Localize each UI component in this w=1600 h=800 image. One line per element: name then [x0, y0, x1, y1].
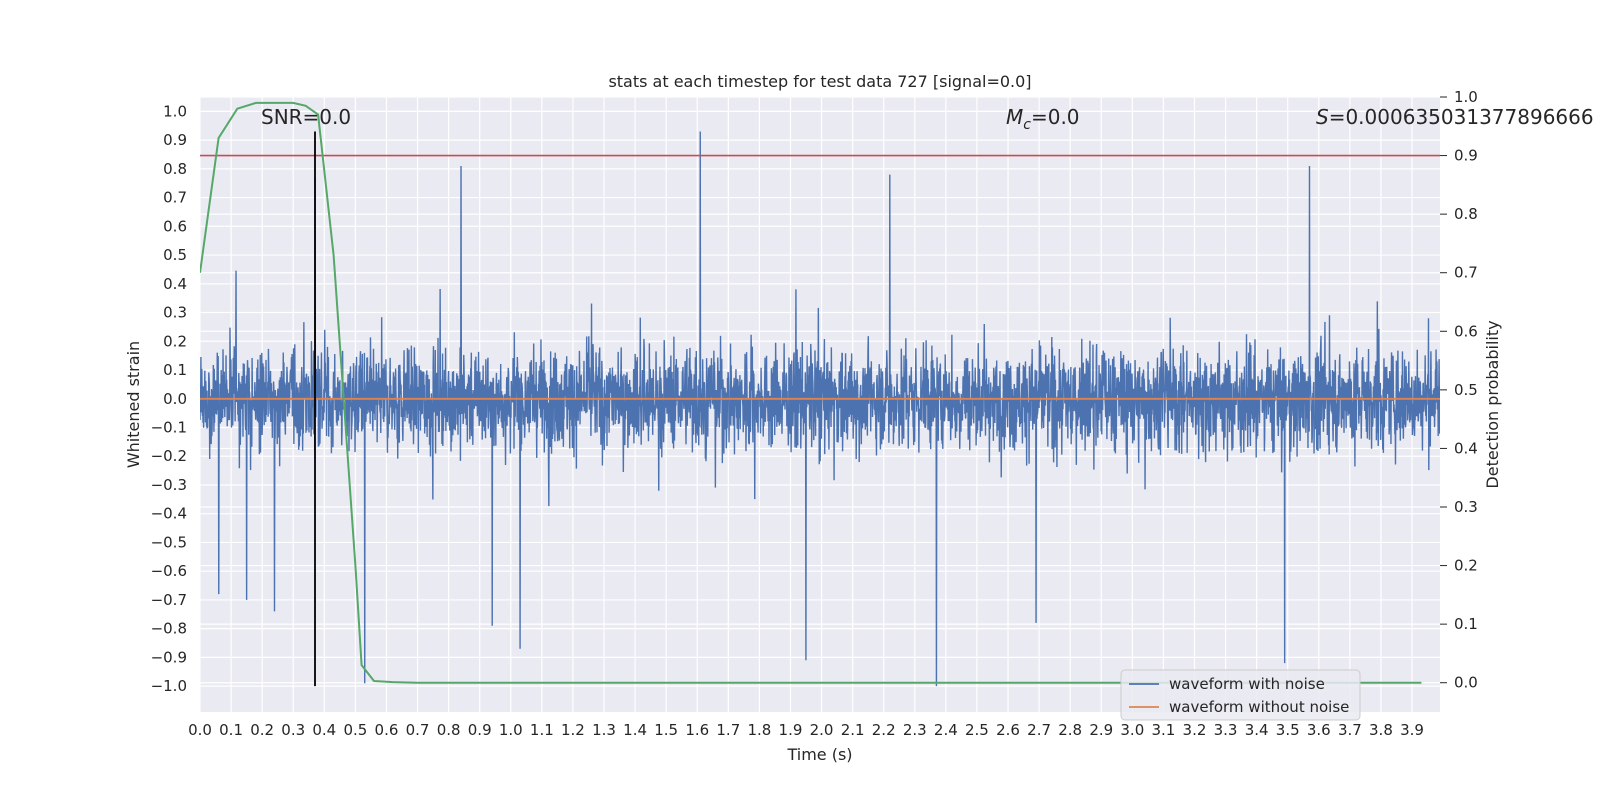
- y-tick-label: 0.0: [163, 390, 187, 408]
- y-tick-label: −0.3: [151, 476, 187, 494]
- x-tick-label: 2.3: [903, 721, 927, 739]
- s-value: =0.000635031377896666: [1329, 105, 1594, 129]
- y2-tick-label: 1.0: [1454, 88, 1478, 106]
- y2-tick-label: 0.6: [1454, 322, 1478, 340]
- y-tick-label: 0.5: [163, 246, 187, 264]
- y2-tick-label: 0.5: [1454, 381, 1478, 399]
- x-tick-label: 1.2: [561, 721, 585, 739]
- x-tick-label: 0.7: [406, 721, 430, 739]
- y2-tick-label: 0.2: [1454, 557, 1478, 575]
- x-tick-label: 1.3: [592, 721, 616, 739]
- x-tick-label: 0.3: [281, 721, 305, 739]
- x-tick-label: 3.2: [1183, 721, 1207, 739]
- x-tick-label: 3.0: [1120, 721, 1144, 739]
- x-tick-label: 1.8: [747, 721, 771, 739]
- x-tick-label: 0.4: [312, 721, 336, 739]
- y-tick-label: −0.2: [151, 447, 187, 465]
- x-tick-label: 2.8: [1058, 721, 1082, 739]
- x-tick-label: 2.7: [1027, 721, 1051, 739]
- y2-tick-label: 0.7: [1454, 264, 1478, 282]
- y2-axis-label: Detection probability: [1483, 320, 1502, 488]
- series-waveform-with-noise: [200, 131, 1440, 687]
- chart-title: stats at each timestep for test data 727…: [608, 72, 1031, 91]
- legend: waveform with noise waveform without noi…: [1120, 669, 1361, 721]
- y-tick-label: −0.5: [151, 533, 187, 551]
- y2-tick-label: 0.8: [1454, 205, 1478, 223]
- y-tick-label: 0.1: [163, 361, 187, 379]
- legend-box: [1120, 669, 1361, 721]
- y-tick-label: −0.9: [151, 648, 187, 666]
- x-tick-label: 3.9: [1400, 721, 1424, 739]
- x-tick-label: 3.5: [1276, 721, 1300, 739]
- mc-subscript: c: [1023, 117, 1031, 133]
- x-tick-label: 1.7: [716, 721, 740, 739]
- x-tick-label: 1.1: [530, 721, 554, 739]
- legend-entry-noise: waveform with noise: [1169, 675, 1325, 693]
- s-symbol: S: [1316, 105, 1329, 129]
- x-tick-label: 0.1: [219, 721, 243, 739]
- x-tick-label: 0.9: [468, 721, 492, 739]
- x-tick-label: 3.3: [1214, 721, 1238, 739]
- y2-tick-label: 0.4: [1454, 439, 1478, 457]
- x-tick-label: 3.4: [1245, 721, 1269, 739]
- y-tick-label: 0.6: [163, 217, 187, 235]
- chirp-mass-annotation: Mc=0.0: [1006, 105, 1080, 133]
- y2-tick-label: 0.0: [1454, 674, 1478, 692]
- y-tick-label: 0.9: [163, 131, 187, 149]
- x-tick-label: 2.5: [965, 721, 989, 739]
- x-tick-label: 0.8: [437, 721, 461, 739]
- x-tick-label: 1.5: [654, 721, 678, 739]
- y-tick-label: −0.8: [151, 620, 187, 638]
- y2-tick-label: 0.9: [1454, 147, 1478, 165]
- y-tick-label: 0.3: [163, 304, 187, 322]
- x-tick-label: 3.8: [1369, 721, 1393, 739]
- y-tick-label: 0.4: [163, 275, 187, 293]
- x-tick-label: 2.2: [872, 721, 896, 739]
- mc-symbol: M: [1006, 105, 1023, 129]
- x-tick-label: 2.1: [841, 721, 865, 739]
- x-tick-label: 1.6: [685, 721, 709, 739]
- s-annotation: S=0.000635031377896666: [1316, 105, 1594, 129]
- y-tick-label: −1.0: [151, 677, 187, 695]
- y-tick-label: −0.7: [151, 591, 187, 609]
- x-tick-label: 2.0: [810, 721, 834, 739]
- y-tick-label: 1.0: [163, 102, 187, 120]
- x-axis-label: Time (s): [786, 745, 852, 764]
- x-tick-label: 3.1: [1151, 721, 1175, 739]
- x-tick-label: 0.0: [188, 721, 212, 739]
- mc-value: =0.0: [1031, 105, 1080, 129]
- y-tick-label: 0.7: [163, 189, 187, 207]
- y-tick-label: −0.6: [151, 562, 187, 580]
- x-tick-label: 0.5: [343, 721, 367, 739]
- x-tick-label: 0.6: [375, 721, 399, 739]
- y-tick-label: −0.4: [151, 505, 187, 523]
- axes-layer: 0.0 0.1 0.2 0.3 0.4 0.5 0.6 0.7 0.8 0.9 1.0 1.1 1.2 1…: [151, 88, 1478, 739]
- x-tick-label: 2.4: [934, 721, 958, 739]
- y2-tick-label: 0.1: [1454, 615, 1478, 633]
- series-detection-probability: [200, 101, 1422, 684]
- x-tick-label: 2.9: [1089, 721, 1113, 739]
- y2-tick-label: 0.3: [1454, 498, 1478, 516]
- y-axis-label: Whitened strain: [124, 341, 143, 468]
- x-tick-label: 3.7: [1338, 721, 1362, 739]
- legend-entry-clean: waveform without noise: [1169, 698, 1349, 716]
- y-tick-label: 0.2: [163, 332, 187, 350]
- snr-annotation: SNR=0.0: [261, 105, 351, 129]
- x-tick-label: 1.0: [499, 721, 523, 739]
- x-tick-label: 2.6: [996, 721, 1020, 739]
- x-tick-label: 3.6: [1307, 721, 1331, 739]
- x-tick-label: 1.4: [623, 721, 647, 739]
- y-tick-label: −0.1: [151, 418, 187, 436]
- x-tick-label: 0.2: [250, 721, 274, 739]
- y-tick-label: 0.8: [163, 160, 187, 178]
- x-tick-label: 1.9: [779, 721, 803, 739]
- series-layer: [200, 101, 1440, 687]
